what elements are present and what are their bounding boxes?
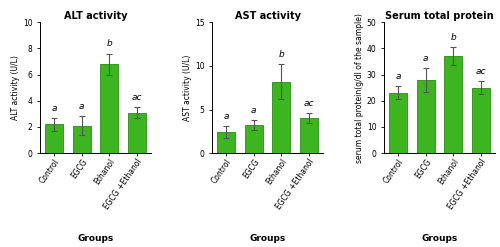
Text: ac: ac	[132, 93, 142, 102]
Title: AST activity: AST activity	[234, 11, 300, 21]
Text: b: b	[278, 50, 284, 59]
Text: a: a	[79, 102, 84, 111]
Bar	[389, 93, 407, 153]
Bar	[416, 80, 434, 153]
Text: Groups: Groups	[250, 234, 286, 243]
Bar	[100, 64, 118, 153]
Bar	[472, 88, 490, 153]
Bar	[72, 126, 90, 153]
Bar	[217, 132, 235, 153]
Bar	[300, 118, 318, 153]
Text: Groups: Groups	[78, 234, 114, 243]
Text: a: a	[396, 72, 401, 81]
Bar	[244, 125, 262, 153]
Bar	[128, 113, 146, 153]
Text: a: a	[423, 54, 428, 63]
Bar	[272, 82, 290, 153]
Title: ALT activity: ALT activity	[64, 11, 127, 21]
Text: ac: ac	[476, 67, 486, 76]
Y-axis label: ALT activity (U/L): ALT activity (U/L)	[11, 55, 20, 120]
Bar	[444, 56, 462, 153]
Text: a: a	[52, 103, 57, 113]
Text: a: a	[224, 112, 229, 121]
Text: Groups: Groups	[422, 234, 458, 243]
Y-axis label: serum total protein(g/dl of the sample): serum total protein(g/dl of the sample)	[355, 13, 364, 163]
Title: Serum total protein: Serum total protein	[385, 11, 494, 21]
Text: a: a	[251, 106, 256, 115]
Y-axis label: AST activity (U/L): AST activity (U/L)	[183, 55, 192, 121]
Text: ac: ac	[304, 99, 314, 108]
Text: b: b	[106, 40, 112, 48]
Bar	[45, 124, 63, 153]
Text: b: b	[450, 33, 456, 42]
